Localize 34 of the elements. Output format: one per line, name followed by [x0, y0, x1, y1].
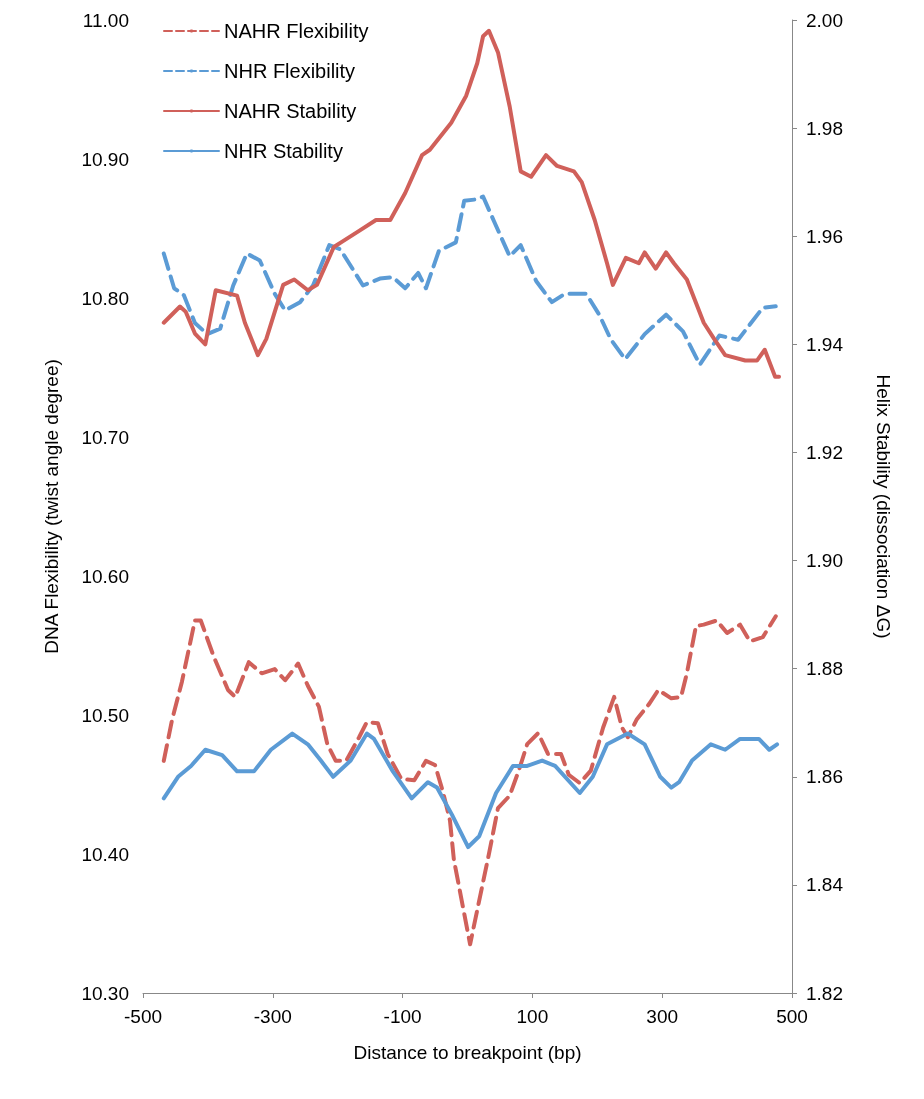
- y-axis-title: DNA Flexibility (twist angle degree): [41, 359, 62, 654]
- line-series: [161, 194, 778, 367]
- y-tick-label: 10.60: [81, 565, 129, 587]
- y2-tick-label: 1.82: [806, 982, 843, 1004]
- y2-tick-label: 1.94: [806, 333, 844, 355]
- y-tick-label: 10.80: [81, 287, 129, 309]
- legend-label: NHR Stability: [224, 140, 343, 162]
- y-tick-label: 10.30: [81, 982, 129, 1004]
- x-tick-label: 100: [516, 1006, 549, 1027]
- x-tick-label: -100: [383, 1006, 422, 1027]
- y-tick-label: 10.90: [81, 148, 129, 170]
- legend-label: NAHR Stability: [224, 100, 357, 122]
- y2-axis-title: Helix Stability (dissociation ΔG): [873, 374, 894, 639]
- x-tick-label: -500: [123, 1006, 163, 1027]
- y2-tick-label: 1.86: [806, 766, 843, 788]
- y2-tick-label: 1.98: [806, 117, 843, 139]
- line-series: [161, 731, 780, 850]
- x-axis-title: Distance to breakpoint (bp): [353, 1042, 582, 1063]
- legend-label: NHR Flexibility: [224, 60, 356, 82]
- x-tick-label: -300: [253, 1006, 292, 1027]
- x-tick-label: 500: [776, 1006, 808, 1027]
- x-tick-label: 300: [646, 1006, 679, 1027]
- y2-tick-label: 1.88: [806, 658, 843, 680]
- y2-tick-label: 1.90: [806, 550, 843, 572]
- y-tick-label: 11.00: [82, 9, 129, 31]
- y-tick-label: 10.50: [81, 704, 129, 726]
- legend-label: NAHR Flexibility: [224, 20, 369, 42]
- y2-tick-label: 2.00: [806, 9, 843, 31]
- y-tick-label: 10.40: [81, 843, 129, 865]
- y2-tick-label: 1.84: [806, 874, 844, 896]
- y2-tick-label: 1.96: [806, 225, 843, 247]
- line-series: [161, 614, 778, 947]
- y-tick-label: 10.70: [81, 426, 129, 448]
- y2-tick-label: 1.92: [806, 441, 843, 463]
